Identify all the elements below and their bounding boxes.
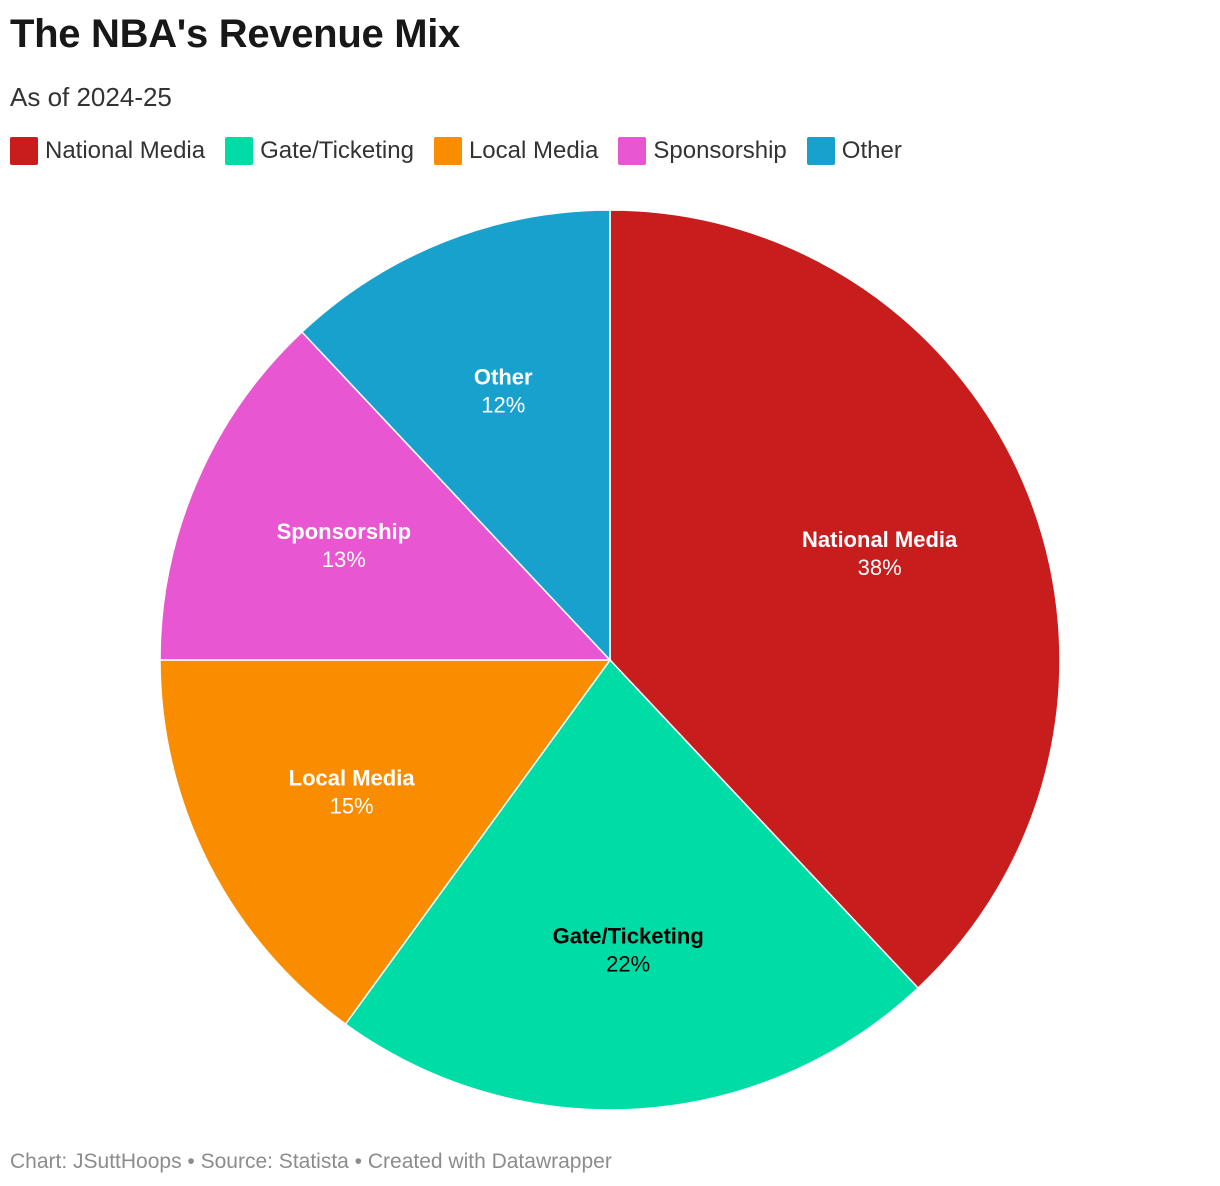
legend-item-sponsorship: Sponsorship (618, 137, 787, 165)
slice-label: National Media (802, 527, 958, 552)
legend-item-national-media: National Media (10, 137, 205, 165)
slice-label-group-gate-ticketing: Gate/Ticketing 22% (553, 923, 704, 976)
chart-subtitle: As of 2024-25 (10, 82, 172, 112)
legend-swatch (806, 137, 835, 165)
slice-value-label: 12% (481, 392, 525, 417)
slice-label-group-national-media: National Media 38% (802, 527, 958, 580)
legend-swatch (225, 137, 254, 165)
pie-slice-local-media (159, 659, 612, 1026)
slice-value-label: 38% (858, 555, 902, 580)
legend-swatch (618, 137, 647, 165)
legend-swatch (10, 137, 38, 165)
slice-value-label: 22% (606, 951, 650, 976)
slice-label: Gate/Ticketing (553, 923, 704, 948)
legend-item-gate-ticketing: Gate/Ticketing (225, 137, 414, 165)
slice-label-group-sponsorship: Sponsorship 13% (277, 519, 411, 572)
slice-label-group-other: Other 12% (474, 364, 533, 417)
legend-item-other: Other (806, 137, 902, 165)
chart-footer: Chart: JSuttHoops • Source: Statista • C… (10, 1150, 612, 1173)
legend-label: Other (841, 137, 902, 164)
pie-slice-sponsorship (159, 330, 612, 661)
pie-slice-national-media (609, 209, 1061, 990)
slice-label: Other (474, 364, 533, 389)
slice-value-label: 13% (322, 547, 366, 572)
legend: National Media Gate/Ticketing Local Medi… (10, 137, 902, 165)
legend-label: Gate/Ticketing (260, 137, 414, 164)
pie-slice-gate-ticketing (344, 658, 920, 1111)
slice-label: Sponsorship (277, 519, 411, 544)
legend-item-local-media: Local Media (433, 137, 599, 165)
slice-label-group-local-media: Local Media 15% (289, 766, 416, 819)
slice-value-label: 15% (330, 794, 374, 819)
slice-label: Local Media (289, 766, 416, 791)
legend-label: Sponsorship (653, 137, 787, 164)
chart-title: The NBA's Revenue Mix (10, 12, 460, 56)
pie-slice-other (300, 209, 611, 662)
legend-label: National Media (45, 137, 206, 164)
legend-swatch (433, 137, 462, 165)
legend-label: Local Media (468, 137, 599, 164)
